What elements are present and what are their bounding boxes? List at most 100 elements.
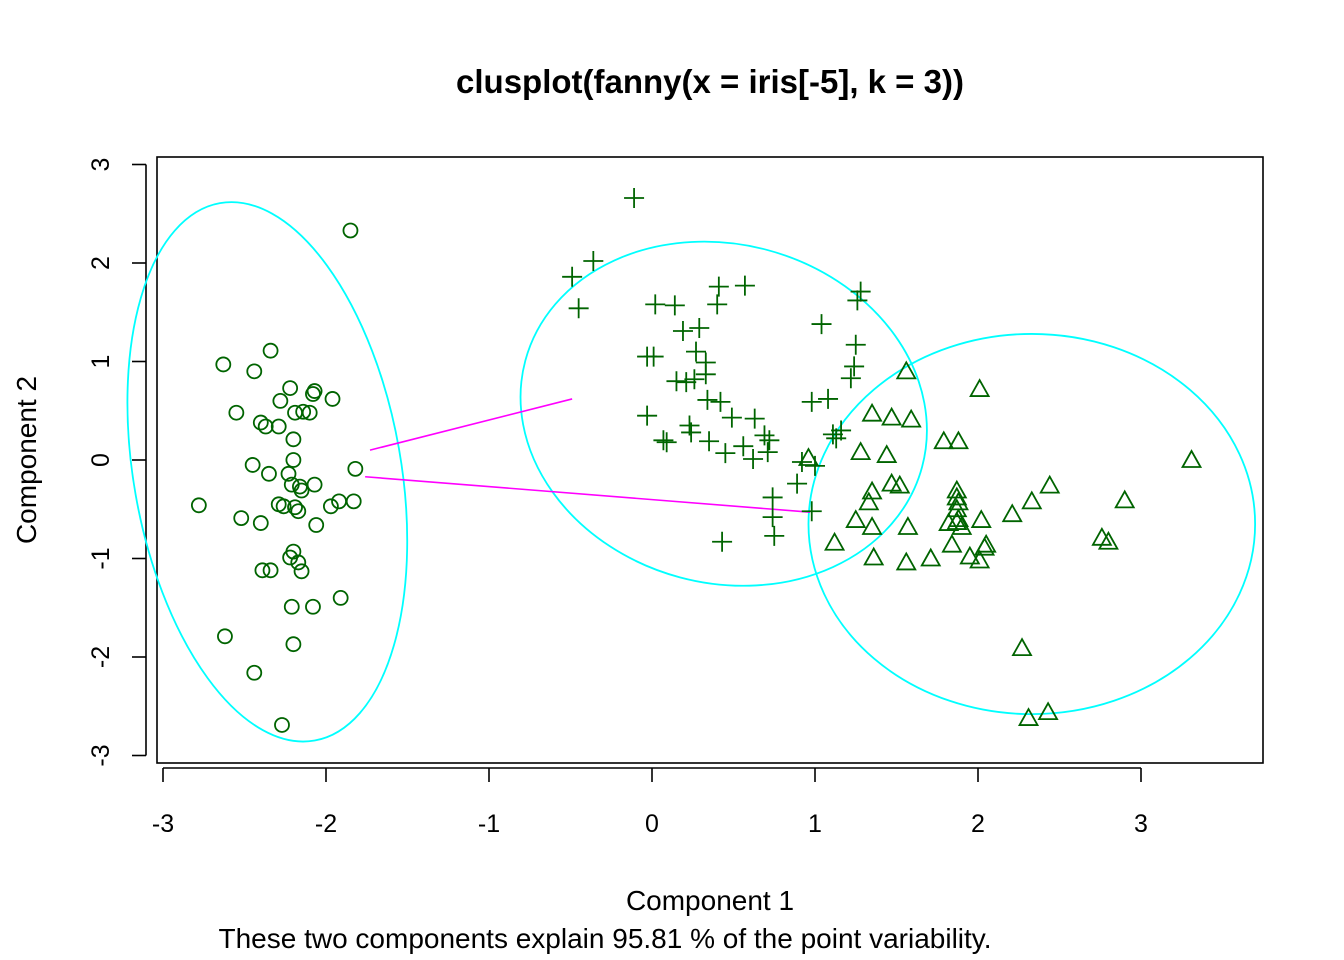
point-plus bbox=[666, 371, 687, 392]
point-triangle bbox=[863, 546, 885, 566]
y-tick-label: 0 bbox=[87, 453, 115, 467]
point-triangle bbox=[951, 516, 973, 535]
y-tick-label: 3 bbox=[87, 158, 115, 172]
point-circle bbox=[261, 465, 277, 482]
point-plus bbox=[684, 369, 705, 390]
point-circle bbox=[274, 717, 290, 733]
point-triangle bbox=[970, 509, 992, 528]
point-circle bbox=[233, 510, 250, 527]
point-circle bbox=[283, 598, 300, 615]
x-tick-label: 2 bbox=[971, 810, 985, 838]
point-circle bbox=[295, 403, 312, 420]
point-plus bbox=[689, 318, 710, 339]
point-triangle bbox=[881, 406, 903, 426]
point-circle bbox=[331, 493, 347, 510]
point-plus bbox=[850, 281, 871, 302]
point-plus bbox=[734, 275, 755, 296]
point-circle bbox=[293, 482, 310, 499]
point-plus bbox=[733, 436, 754, 457]
point-circle bbox=[306, 476, 323, 493]
point-triangle bbox=[1011, 637, 1033, 657]
point-triangle bbox=[824, 531, 846, 551]
x-tick-label: -1 bbox=[478, 810, 500, 838]
point-circle bbox=[272, 392, 289, 409]
point-plus bbox=[822, 424, 843, 445]
point-plus bbox=[845, 334, 866, 355]
point-plus bbox=[754, 425, 775, 446]
point-circle bbox=[342, 222, 359, 239]
point-circle bbox=[305, 386, 321, 402]
point-circle bbox=[332, 590, 349, 606]
point-triangle bbox=[969, 549, 991, 569]
point-triangle bbox=[861, 516, 883, 535]
point-triangle bbox=[1091, 526, 1113, 546]
point-circle bbox=[347, 460, 364, 477]
point-circle bbox=[215, 356, 232, 373]
point-circle bbox=[257, 418, 274, 435]
cluster-ellipse-2 bbox=[519, 240, 928, 587]
point-plus bbox=[840, 368, 861, 389]
point-plus bbox=[676, 372, 697, 393]
point-circle bbox=[190, 497, 207, 514]
point-plus bbox=[562, 266, 583, 287]
point-plus bbox=[653, 430, 674, 451]
point-plus bbox=[686, 341, 707, 362]
point-circle bbox=[345, 493, 362, 510]
point-plus bbox=[831, 420, 852, 441]
point-plus bbox=[715, 443, 736, 464]
point-plus bbox=[637, 405, 658, 426]
point-triangle bbox=[895, 360, 917, 380]
y-axis-label: Component 2 bbox=[11, 376, 42, 544]
x-axis: -3 -2 -1 0 1 2 3 bbox=[152, 767, 1148, 838]
point-circle bbox=[285, 431, 302, 448]
point-plus bbox=[643, 346, 664, 367]
point-circle bbox=[228, 404, 245, 421]
plot-frame bbox=[156, 156, 1264, 764]
point-circle bbox=[217, 628, 233, 645]
cluster-distance-line bbox=[365, 475, 811, 514]
point-triangle bbox=[920, 547, 942, 567]
point-circle bbox=[262, 342, 279, 359]
point-plus bbox=[743, 449, 764, 470]
x-tick-label: -3 bbox=[152, 810, 174, 838]
y-tick-label: -2 bbox=[87, 646, 115, 668]
point-circle bbox=[280, 465, 297, 482]
point-plus bbox=[624, 187, 645, 208]
point-triangle bbox=[946, 498, 968, 518]
point-plus bbox=[759, 430, 780, 451]
point-plus bbox=[764, 525, 785, 546]
x-tick-label: 3 bbox=[1134, 810, 1148, 838]
point-plus bbox=[710, 391, 731, 412]
point-circle bbox=[282, 380, 299, 396]
point-triangle bbox=[876, 444, 898, 463]
point-triangle bbox=[1017, 707, 1040, 726]
y-axis: -3 -2 -1 0 1 2 3 bbox=[87, 158, 147, 767]
point-plus bbox=[672, 320, 693, 341]
point-plus bbox=[844, 356, 865, 377]
point-plus bbox=[721, 407, 742, 428]
point-triangle bbox=[933, 430, 955, 450]
point-circle bbox=[282, 549, 299, 566]
point-circle bbox=[293, 563, 310, 580]
point-circle bbox=[270, 418, 287, 435]
cluster-ellipse-1 bbox=[126, 201, 409, 743]
y-tick-label: 2 bbox=[87, 256, 115, 270]
point-triangle bbox=[850, 441, 872, 461]
point-plus bbox=[664, 295, 685, 316]
point-triangle bbox=[900, 408, 922, 428]
point-triangle bbox=[1039, 474, 1061, 494]
point-plus bbox=[762, 487, 783, 508]
point-circle bbox=[254, 562, 271, 579]
point-circle bbox=[252, 414, 269, 431]
point-plus bbox=[818, 388, 839, 409]
point-triangle bbox=[1021, 490, 1043, 510]
x-axis-label: Component 1 bbox=[626, 885, 794, 916]
plot-area bbox=[126, 187, 1257, 743]
point-plus bbox=[699, 431, 720, 452]
point-plus bbox=[757, 442, 778, 463]
point-plus bbox=[681, 422, 702, 443]
point-plus bbox=[697, 389, 718, 410]
point-plus bbox=[645, 294, 666, 315]
cluster-distance-line bbox=[369, 398, 573, 451]
